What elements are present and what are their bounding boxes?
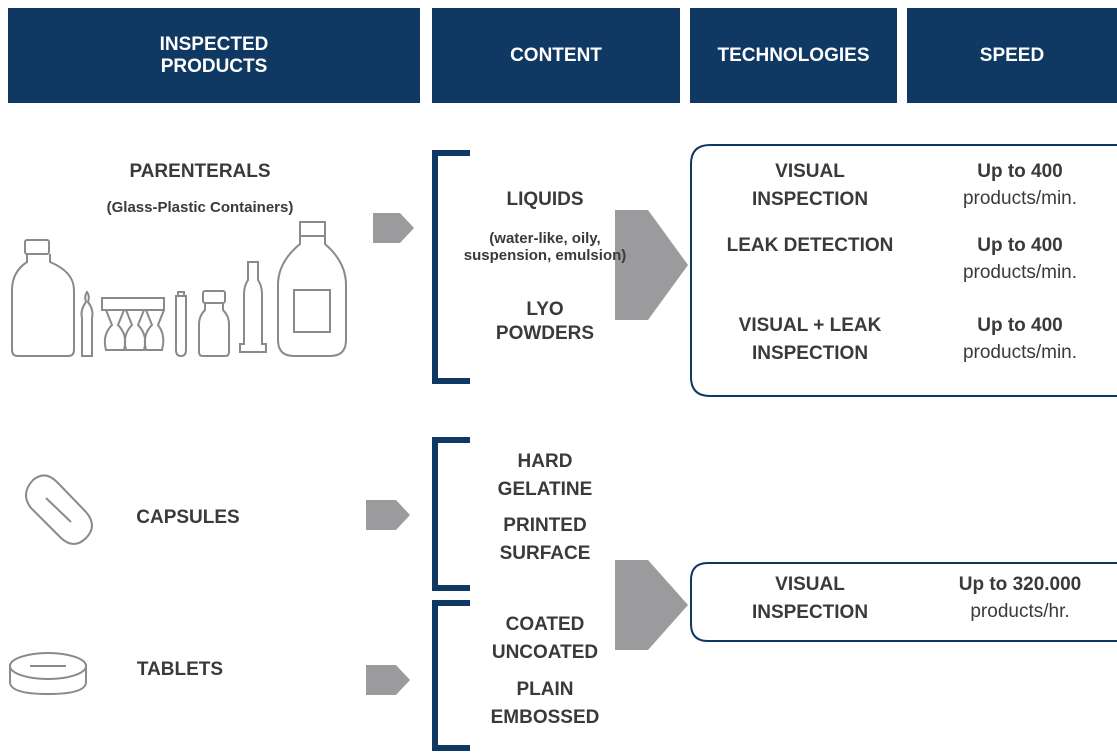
speed-unit: products/hr. xyxy=(970,601,1070,622)
speed-unit: products/min. xyxy=(962,262,1078,283)
icon xyxy=(239,261,267,353)
product-name: PARENTERALS xyxy=(129,161,271,182)
content-item: COATED UNCOATED xyxy=(491,614,599,663)
speed: Up to 400 products/min. xyxy=(930,232,1110,286)
speed-unit: products/min. xyxy=(962,188,1078,209)
icon xyxy=(293,289,331,333)
technology: VISUAL INSPECTION xyxy=(751,161,869,210)
product-name: CAPSULES xyxy=(136,507,240,528)
icon xyxy=(277,221,347,357)
arrow xyxy=(366,665,410,695)
tech-box xyxy=(690,562,1117,642)
header-cell: TECHNOLOGIES xyxy=(690,8,897,103)
tech-box xyxy=(690,144,1117,397)
icon xyxy=(11,254,75,357)
arrow xyxy=(373,213,414,243)
speed: Up to 400 products/min. xyxy=(930,158,1110,212)
speed-unit: products/min. xyxy=(962,342,1078,363)
icon xyxy=(24,239,50,255)
product-name: TABLETS xyxy=(136,659,224,680)
content-item: PRINTED SURFACE xyxy=(499,515,591,564)
icon xyxy=(80,290,94,357)
icon xyxy=(175,291,187,358)
content-item: LYO POWDERS xyxy=(495,299,595,344)
header-label: CONTENT xyxy=(510,44,602,66)
icon xyxy=(198,303,230,357)
content-item: PLAIN EMBOSSED xyxy=(490,679,600,728)
icon xyxy=(202,290,226,304)
speed-value: Up to 400 xyxy=(977,161,1063,182)
content-item: HARD GELATINE xyxy=(497,451,593,500)
product-note: (Glass-Plastic Containers) xyxy=(106,199,294,216)
arrow xyxy=(615,210,688,320)
technology: VISUAL INSPECTION xyxy=(751,574,869,623)
icons xyxy=(9,221,347,696)
header-label: TECHNOLOGIES xyxy=(717,44,870,66)
header-cell: INSPECTED PRODUCTS xyxy=(8,8,420,103)
icon xyxy=(101,297,165,311)
brackets xyxy=(432,150,470,751)
bracket xyxy=(432,600,470,751)
technology: LEAK DETECTION xyxy=(726,235,894,256)
bracket xyxy=(432,437,470,591)
header-cell: CONTENT xyxy=(432,8,680,103)
speed: Up to 400 products/min. xyxy=(930,312,1110,366)
speed-value: Up to 400 xyxy=(977,315,1063,336)
arrow xyxy=(615,560,688,650)
speed-value: Up to 400 xyxy=(977,235,1063,256)
header-cell: SPEED xyxy=(907,8,1117,103)
icon xyxy=(103,309,165,351)
speed: Up to 320.000 products/hr. xyxy=(925,571,1115,625)
speed-value: Up to 320.000 xyxy=(958,574,1082,595)
bracket xyxy=(432,150,470,384)
boxes xyxy=(690,144,1117,642)
icon xyxy=(25,474,93,545)
icon xyxy=(9,665,87,696)
content-note: (water-like, oily, suspension, emulsion) xyxy=(463,230,627,264)
arrows xyxy=(366,210,688,695)
technology: VISUAL + LEAK INSPECTION xyxy=(738,315,882,364)
header-label: INSPECTED PRODUCTS xyxy=(159,33,269,77)
content-item: LIQUIDS xyxy=(506,189,584,210)
arrow xyxy=(366,500,410,530)
header-label: SPEED xyxy=(979,44,1045,66)
